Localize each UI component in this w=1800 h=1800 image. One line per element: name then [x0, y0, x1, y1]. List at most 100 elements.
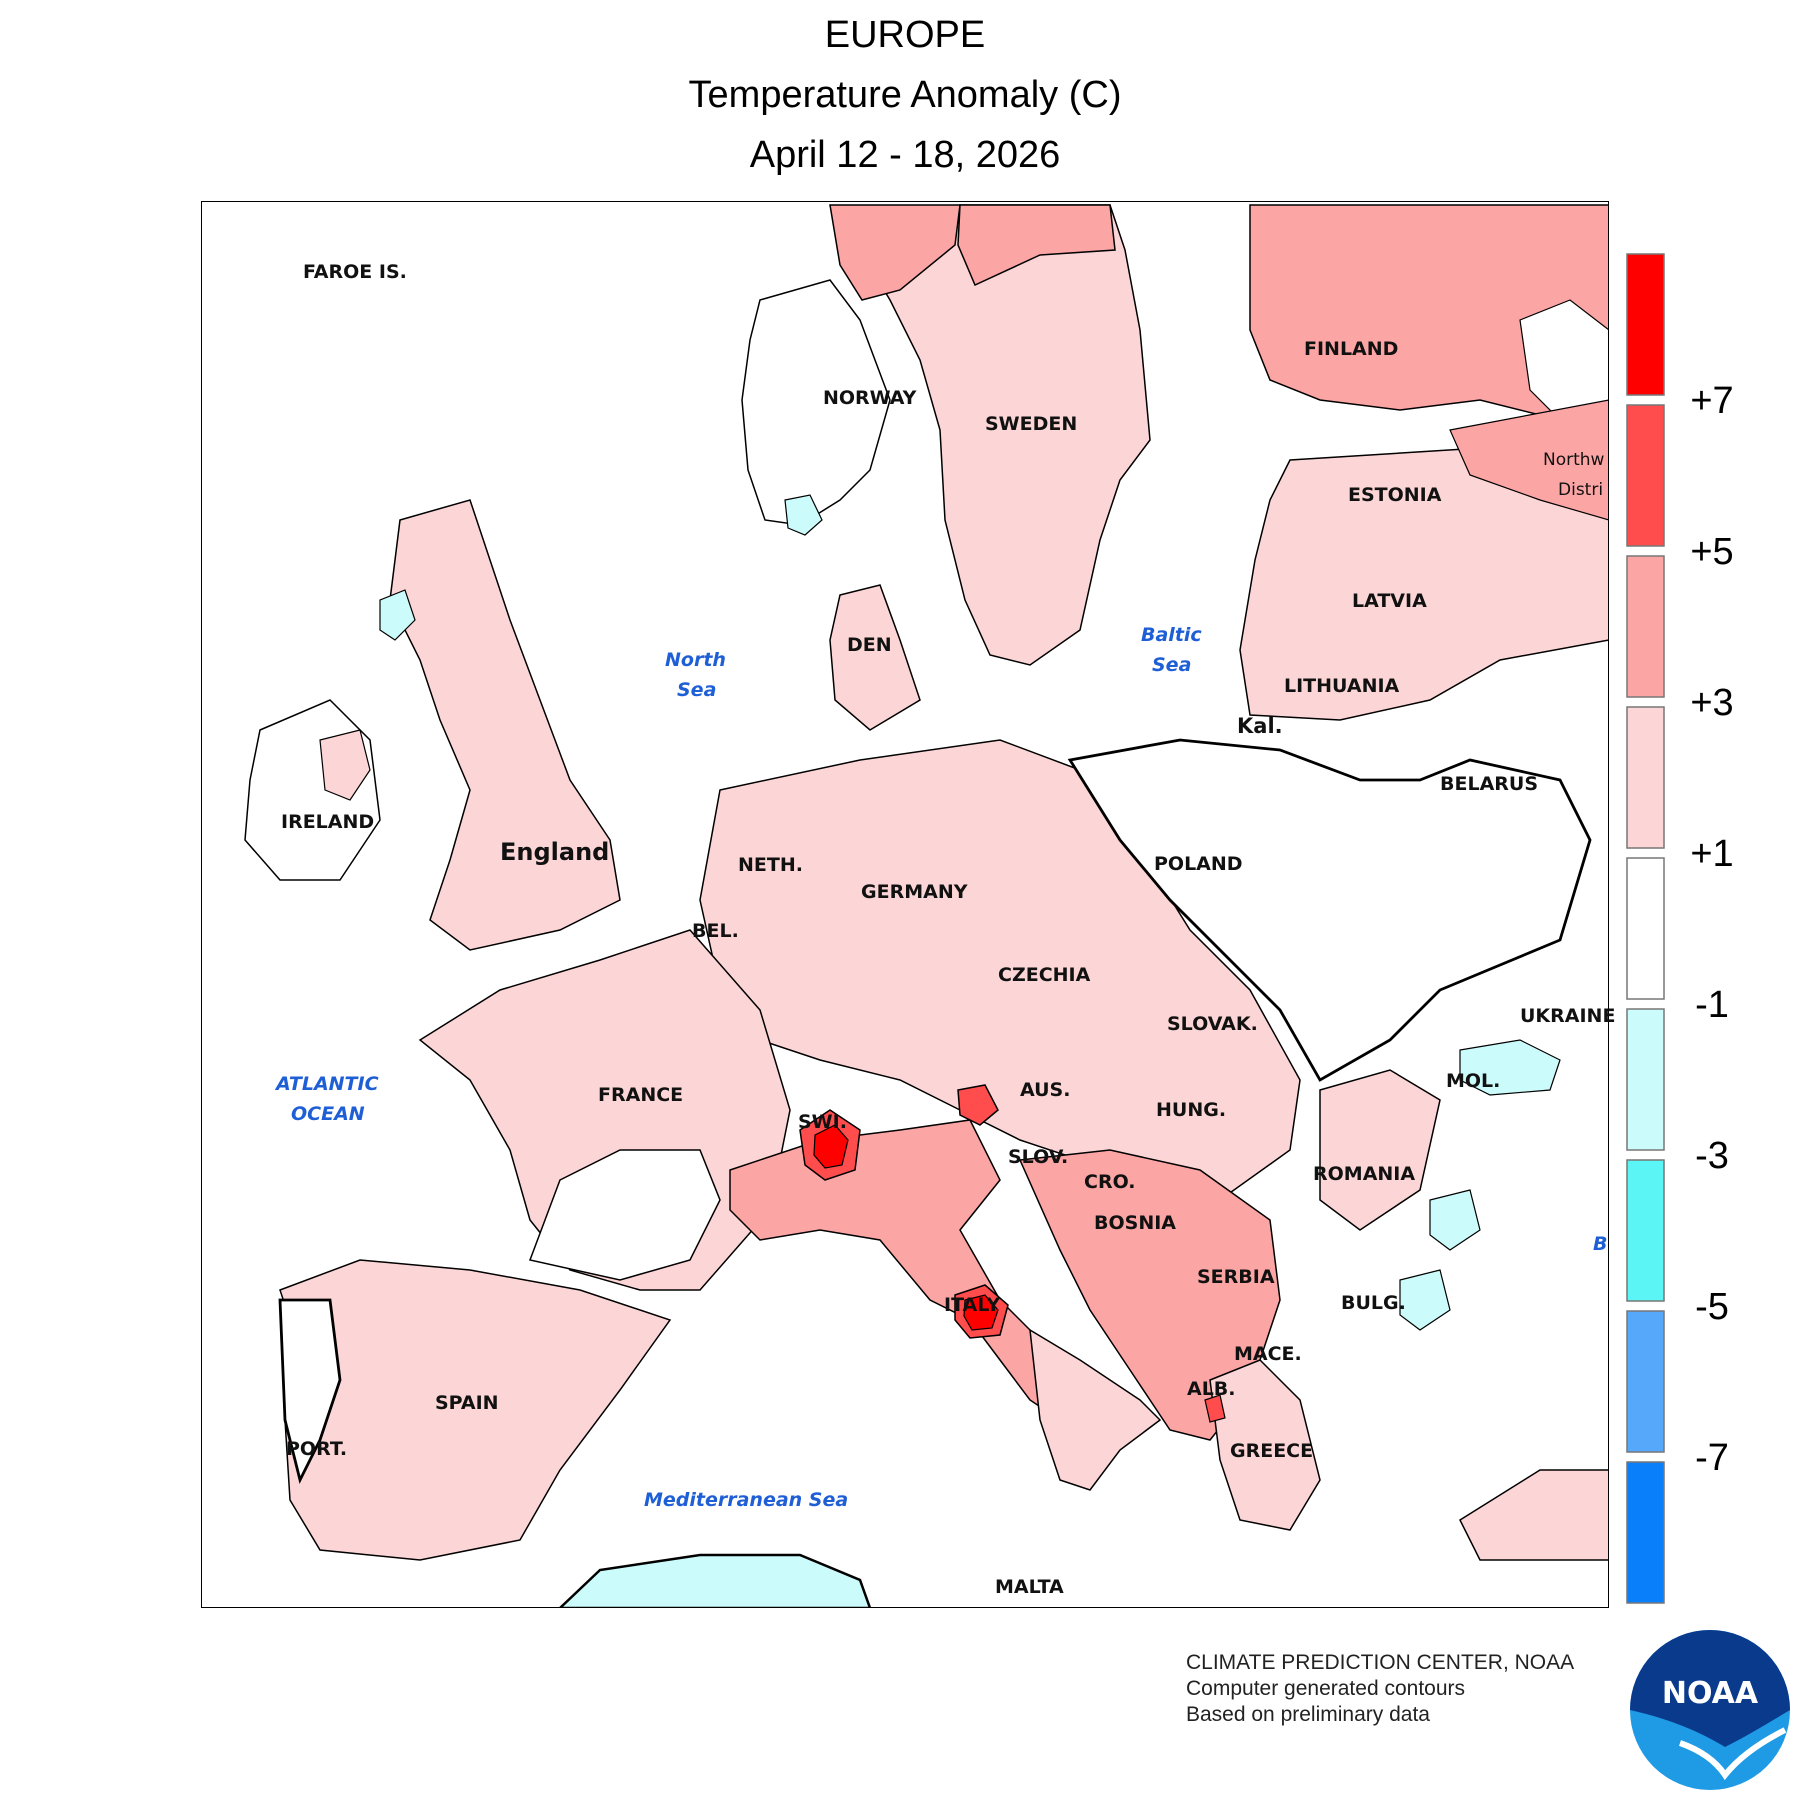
noaa-logo: NOAA	[1630, 1630, 1790, 1790]
label-estonia: ESTONIA	[1348, 484, 1442, 506]
label-ireland: IRELAND	[281, 811, 374, 833]
logo-text: NOAA	[1662, 1676, 1759, 1711]
label-malta: MALTA	[995, 1576, 1064, 1598]
region-italy-south	[1029, 1328, 1162, 1491]
legend-swatch	[1626, 253, 1665, 396]
color-legend: +7 +5 +3 +1 -1 -3 -5 -7	[1626, 253, 1734, 1604]
label-baltic-sea-2: Sea	[1152, 654, 1191, 676]
label-macedonia: MACE.	[1234, 1343, 1302, 1365]
region-romania	[1319, 1069, 1441, 1231]
region-cold-ukraine	[1459, 1039, 1561, 1096]
region-baltic-states	[1239, 439, 1609, 721]
region-cold-norway	[784, 494, 823, 536]
legend-label: +3	[1690, 682, 1733, 724]
legend-swatch	[1626, 706, 1665, 849]
credit-line-1: CLIMATE PREDICTION CENTER, NOAA	[1186, 1651, 1575, 1674]
region-poland-east-white	[1067, 738, 1592, 1082]
label-finland: FINLAND	[1304, 338, 1398, 360]
region-cold-moldova-coast	[1429, 1189, 1481, 1251]
region-finland	[1249, 204, 1609, 421]
label-albania: ALB.	[1187, 1378, 1236, 1400]
label-belgium: BEL.	[692, 920, 739, 942]
label-serbia: SERBIA	[1197, 1266, 1275, 1288]
sea-labels: North Sea Baltic Sea ATLANTIC OCEAN Medi…	[274, 624, 1607, 1511]
label-slovakia: SLOVAK.	[1167, 1013, 1258, 1035]
label-lithuania: LITHUANIA	[1284, 675, 1400, 697]
region-greece	[1209, 1359, 1321, 1531]
label-atlantic-2: OCEAN	[291, 1103, 365, 1125]
label-croatia: CRO.	[1084, 1171, 1136, 1193]
region-northwest-district	[1449, 399, 1609, 521]
label-slovenia: SLOV.	[1008, 1146, 1068, 1168]
label-northwest-district-2: Distri	[1558, 480, 1603, 500]
legend-swatch	[1626, 857, 1665, 1000]
region-sweden-north	[957, 204, 1116, 287]
label-faroe: FAROE IS.	[303, 261, 407, 283]
legend-swatch	[1626, 1461, 1665, 1604]
legend-swatch	[1626, 555, 1665, 698]
label-france: FRANCE	[598, 1084, 683, 1106]
legend-swatch	[1626, 1008, 1665, 1151]
label-atlantic-1: ATLANTIC	[274, 1073, 379, 1095]
logo-gull	[1678, 1727, 1787, 1781]
country-labels: FAROE IS. NORWAY SWEDEN FINLAND ESTONIA …	[281, 261, 1615, 1598]
label-baltic-sea-1: Baltic	[1141, 624, 1202, 646]
label-netherlands: NETH.	[738, 854, 803, 876]
label-north-sea-2: Sea	[677, 679, 716, 701]
region-great-britain	[389, 499, 621, 951]
label-mediterranean: Mediterranean Sea	[644, 1489, 848, 1511]
label-sweden: SWEDEN	[985, 413, 1077, 435]
legend-swatch	[1626, 1159, 1665, 1302]
map-date-range: April 12 - 18, 2026	[749, 134, 1061, 176]
region-finland-east-white	[1519, 299, 1609, 421]
label-northwest-district-1: Northw	[1543, 450, 1605, 470]
legend-swatch	[1626, 404, 1665, 547]
map-frame-contents	[201, 201, 1609, 1608]
region-france-southwest-white	[528, 1149, 721, 1281]
region-portugal-coast-white	[278, 1298, 342, 1485]
label-north-sea-1: North	[665, 649, 726, 671]
label-portugal: PORT.	[286, 1438, 347, 1460]
region-norway-south	[741, 279, 891, 526]
legend-label: -1	[1695, 984, 1729, 1026]
label-bulgaria: BULG.	[1341, 1292, 1406, 1314]
region-turkey	[1459, 1469, 1609, 1561]
label-black-sea-fragment: B	[1593, 1233, 1607, 1255]
label-bosnia: BOSNIA	[1094, 1212, 1176, 1234]
region-cold-scotland	[379, 589, 416, 641]
label-latvia: LATVIA	[1352, 590, 1427, 612]
label-austria: AUS.	[1020, 1079, 1070, 1101]
region-hot-italy-center-core	[963, 1294, 999, 1331]
region-hot-albania	[1204, 1394, 1226, 1423]
logo-top-half	[1630, 1630, 1790, 1747]
legend-label: -5	[1695, 1286, 1729, 1328]
label-spain: SPAIN	[435, 1392, 499, 1414]
label-poland: POLAND	[1154, 853, 1243, 875]
legend-label: +1	[1690, 833, 1733, 875]
region-ireland	[244, 699, 381, 881]
legend-swatch	[1626, 1310, 1665, 1453]
region-sweden	[858, 204, 1151, 666]
label-belarus: BELARUS	[1440, 773, 1538, 795]
label-greece: GREECE	[1230, 1440, 1313, 1462]
label-czechia: CZECHIA	[998, 964, 1091, 986]
label-england: England	[500, 838, 609, 866]
legend-label: +5	[1690, 531, 1733, 573]
credit-line-3: Based on preliminary data	[1186, 1703, 1430, 1726]
label-italy: ITALY	[944, 1294, 1000, 1316]
legend-label: -3	[1695, 1135, 1729, 1177]
label-norway: NORWAY	[823, 387, 917, 409]
legend-label: -7	[1695, 1437, 1729, 1479]
label-hungary: HUNG.	[1156, 1099, 1226, 1121]
label-moldova: MOL.	[1446, 1070, 1500, 1092]
credit-line-2: Computer generated contours	[1186, 1677, 1465, 1700]
region-iberia	[279, 1259, 672, 1561]
region-denmark	[829, 584, 921, 731]
region-hot-alps-core	[813, 1124, 849, 1169]
label-ukraine: UKRAINE	[1520, 1005, 1615, 1027]
map-title: EUROPE	[824, 14, 986, 56]
region-cold-north-africa	[558, 1553, 872, 1608]
label-kaliningrad: Kal.	[1237, 714, 1283, 738]
credits: CLIMATE PREDICTION CENTER, NOAA Computer…	[1186, 1650, 1574, 1728]
